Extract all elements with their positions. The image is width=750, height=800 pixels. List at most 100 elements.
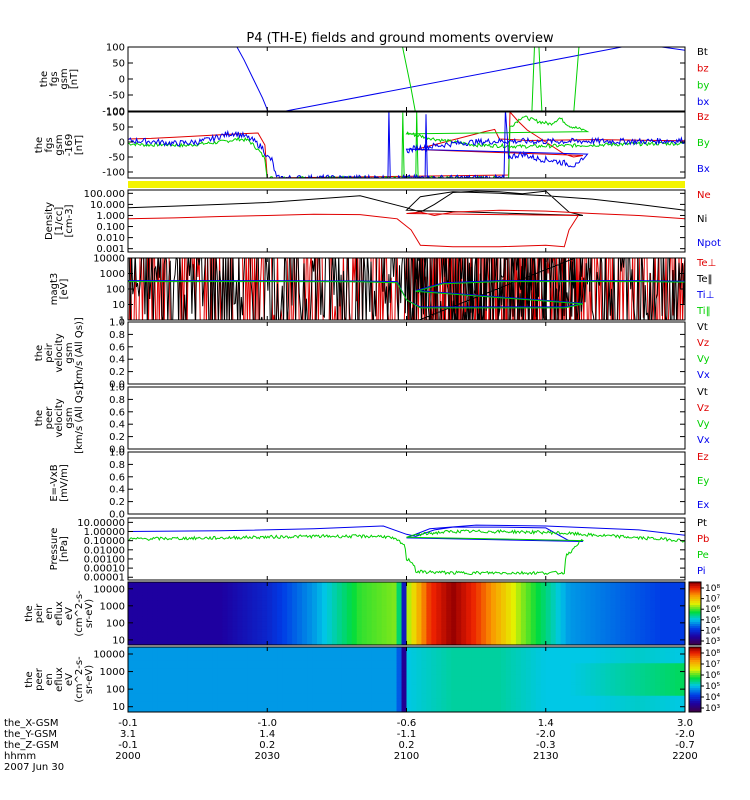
heatmap-cell	[515, 684, 522, 689]
heatmap-cell	[267, 642, 273, 645]
heatmap-cell	[625, 589, 631, 594]
heatmap-cell	[590, 642, 597, 645]
heatmap-cell	[242, 631, 248, 636]
heatmap-cell	[162, 639, 169, 643]
heatmap-cell	[560, 631, 567, 636]
heatmap-cell	[675, 587, 681, 591]
heatmap-cell	[167, 706, 174, 710]
heatmap-cell	[381, 655, 388, 659]
y-tick-label: 0.2	[109, 497, 125, 508]
heatmap-cell	[466, 709, 472, 712]
heatmap-cell	[491, 649, 497, 654]
heatmap-cell	[292, 608, 298, 612]
heatmap-cell	[401, 709, 408, 712]
heatmap-cell	[257, 589, 263, 594]
heatmap-cell	[431, 634, 437, 638]
heatmap-cell	[331, 600, 338, 604]
heatmap-cell	[451, 634, 457, 638]
heatmap-cell	[302, 660, 308, 664]
heatmap-cell	[510, 595, 517, 599]
colorbar-step	[689, 642, 701, 646]
heatmap-cell	[172, 629, 179, 633]
heatmap-cell	[326, 690, 333, 694]
heatmap-cell	[570, 584, 577, 588]
heatmap-cell	[476, 584, 482, 588]
heatmap-cell	[371, 624, 378, 628]
heatmap-cell	[187, 600, 194, 604]
heatmap-cell	[441, 595, 447, 599]
heatmap-cell	[137, 584, 144, 588]
heatmap-cell	[675, 634, 681, 638]
heatmap-cell	[172, 608, 179, 612]
heatmap-cell	[515, 621, 522, 625]
heatmap-cell	[252, 584, 258, 588]
heatmap-cell	[540, 584, 547, 588]
heatmap-cell	[242, 674, 248, 678]
heatmap-cell	[421, 587, 427, 591]
heatmap-cell	[162, 665, 169, 670]
heatmap-cell	[640, 582, 646, 586]
heatmap-cell	[341, 701, 348, 705]
heatmap-cell	[192, 597, 199, 601]
heatmap-cell	[595, 621, 602, 625]
heatmap-cell	[525, 584, 532, 588]
heatmap-cell	[505, 642, 512, 645]
heatmap-cell	[625, 624, 631, 628]
heatmap-cell	[545, 595, 552, 599]
heatmap-cell	[540, 582, 547, 586]
heatmap-cell	[297, 634, 303, 638]
heatmap-cell	[456, 687, 462, 691]
heatmap-cell	[441, 616, 447, 620]
heatmap-cell	[321, 690, 328, 694]
heatmap-cell	[351, 639, 358, 643]
heatmap-cell	[222, 629, 229, 633]
colorbar-step	[689, 617, 701, 621]
heatmap-cell	[491, 582, 497, 586]
heatmap-cell	[351, 649, 358, 654]
heatmap-cell	[496, 679, 502, 683]
heatmap-cell	[307, 682, 313, 686]
heatmap-cell	[481, 608, 487, 612]
heatmap-cell	[227, 652, 234, 656]
y-tick-label: 10	[112, 300, 125, 311]
heatmap-cell	[162, 693, 169, 697]
heatmap-cell	[660, 642, 666, 645]
heatmap-cell	[277, 663, 283, 667]
heatmap-cell	[456, 626, 462, 630]
heatmap-cell	[660, 634, 666, 638]
heatmap-cell	[376, 637, 383, 641]
heatmap-cell	[580, 631, 587, 636]
heatmap-cell	[605, 629, 611, 633]
heatmap-cell	[162, 584, 169, 588]
heatmap-cell	[262, 603, 268, 607]
heatmap-cell	[192, 676, 199, 681]
heatmap-cell	[570, 587, 577, 591]
heatmap-cell	[277, 595, 283, 599]
heatmap-cell	[575, 618, 582, 622]
heatmap-cell	[282, 624, 288, 628]
y-tick-label: 0.0	[109, 510, 125, 521]
heatmap-cell	[461, 657, 467, 662]
heatmap-cell	[396, 657, 403, 662]
heatmap-cell	[665, 608, 671, 612]
heatmap-cell	[172, 592, 179, 596]
heatmap-cell	[142, 687, 149, 691]
heatmap-cell	[326, 665, 333, 670]
heatmap-cell	[471, 679, 477, 683]
heatmap-cell	[361, 634, 368, 638]
heatmap-cell	[272, 603, 278, 607]
heatmap-cell	[650, 595, 656, 599]
heatmap-cell	[202, 600, 209, 604]
heatmap-cell	[137, 631, 144, 636]
heatmap-cell	[192, 698, 199, 702]
heatmap-cell	[555, 621, 562, 625]
heatmap-cell	[137, 684, 144, 689]
heatmap-cell	[545, 582, 552, 586]
heatmap-cell	[476, 600, 482, 604]
y-tick-label: 50	[112, 59, 125, 70]
heatmap-cell	[486, 655, 492, 659]
heatmap-cell	[411, 637, 418, 641]
heatmap-cell	[436, 701, 442, 705]
heatmap-cell	[197, 701, 204, 705]
